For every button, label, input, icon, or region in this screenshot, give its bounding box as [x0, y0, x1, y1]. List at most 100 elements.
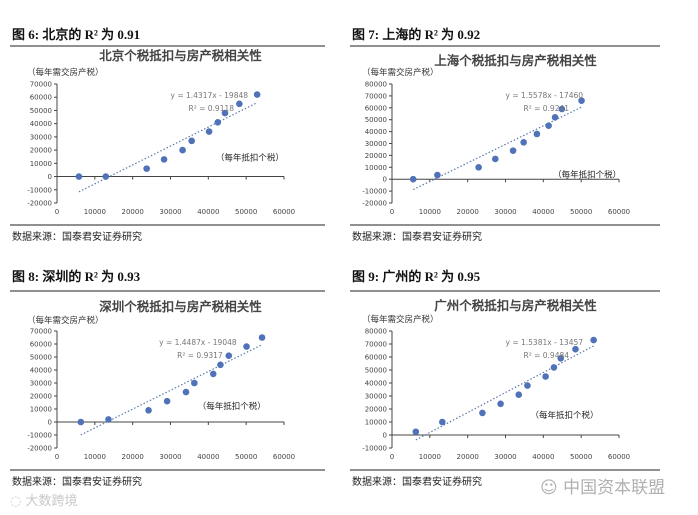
x-tick-label: 40000: [532, 208, 554, 216]
figure-6-panel: 图 6: 北京的 R² 为 0.91 北京个税抵扣与房产税相关性 （每年需交房产税）…: [0, 20, 345, 260]
data-point: [590, 336, 597, 344]
x-tick-label: 10000: [419, 208, 441, 216]
y-tick-label: 50000: [30, 107, 52, 115]
x-tick-label: 20000: [122, 453, 144, 461]
x-tick-label: 30000: [159, 208, 181, 216]
trendline-equation: y = 1.4487x - 19048: [159, 338, 237, 347]
data-point: [217, 361, 224, 369]
x-tick-label: 20000: [457, 208, 479, 216]
y-tick-label: 50000: [365, 367, 387, 375]
r-squared-label: R² = 0.9317: [177, 351, 223, 360]
y-tick-label: 0: [383, 176, 387, 184]
data-point: [143, 165, 150, 172]
x-axis-label: （每年抵扣个税）: [216, 153, 284, 164]
data-point: [439, 418, 446, 426]
data-point: [572, 345, 579, 353]
y-tick-label: -10000: [362, 445, 387, 453]
y-tick-label: 10000: [365, 419, 387, 427]
x-tick-label: 50000: [235, 453, 257, 461]
x-tick-label: 60000: [608, 208, 630, 216]
y-tick-label: 60000: [365, 104, 387, 112]
data-point: [551, 114, 559, 121]
x-tick-label: 30000: [494, 208, 516, 216]
data-point: [191, 379, 198, 387]
y-tick-label: 50000: [365, 116, 387, 124]
y-tick-label: -20000: [362, 200, 387, 208]
data-point: [182, 388, 190, 396]
y-axis-label: （每年需交房产税）: [27, 67, 104, 78]
source-note: 数据来源：国泰君安证券研究: [12, 475, 142, 488]
data-point: [225, 352, 233, 359]
data-point: [524, 382, 531, 389]
x-tick-label: 60000: [608, 453, 630, 461]
data-point: [163, 397, 171, 405]
y-axis-label: （每年需交房产税）: [27, 315, 104, 326]
y-tick-label: 20000: [365, 406, 387, 414]
trendline-equation: y = 1.5381x - 13457: [506, 338, 584, 347]
y-tick-label: 0: [383, 432, 387, 440]
data-point: [409, 175, 417, 183]
y-tick-label: 40000: [365, 128, 387, 136]
data-point: [188, 137, 195, 145]
data-point: [221, 109, 229, 117]
data-point: [179, 146, 186, 154]
data-point: [145, 407, 152, 414]
watermark-left: ◌ 大数跨境: [10, 494, 78, 509]
x-tick-label: 50000: [570, 208, 592, 216]
data-point: [475, 164, 482, 171]
data-point: [545, 122, 552, 129]
x-tick-label: 20000: [457, 453, 479, 461]
watermark-right: ☺ 中国资本联盟: [540, 478, 666, 498]
data-point: [578, 97, 585, 104]
y-tick-label: 40000: [30, 367, 52, 375]
data-point: [236, 100, 243, 108]
y-tick-label: 30000: [30, 380, 52, 388]
y-tick-label: 80000: [365, 328, 387, 336]
y-tick-label: 0: [48, 419, 52, 427]
x-axis-label: （每年抵扣个税）: [198, 401, 266, 412]
data-point: [160, 156, 168, 163]
r-squared-label: R² = 0.9241: [524, 104, 570, 113]
chart-beijing: 图 6: 北京的 R² 为 0.91 北京个税抵扣与房产税相关性 （每年需交房产税）…: [10, 27, 325, 243]
x-tick-label: 40000: [532, 453, 554, 461]
data-point: [77, 418, 85, 426]
data-point: [209, 370, 217, 378]
x-tick-label: 60000: [273, 453, 295, 461]
data-point: [533, 130, 541, 138]
y-tick-label: -10000: [362, 188, 387, 196]
x-tick-label: 60000: [273, 208, 295, 216]
y-tick-label: 80000: [365, 81, 387, 89]
y-tick-label: 30000: [365, 140, 387, 148]
data-point: [258, 334, 266, 341]
y-tick-label: 40000: [365, 380, 387, 388]
source-note: 数据来源：国泰君安证券研究: [12, 230, 142, 243]
x-tick-label: 40000: [197, 208, 219, 216]
data-point: [434, 171, 441, 179]
chart-guangzhou: 图 9: 广州的 R² 为 0.95 广州个税抵扣与房产税相关性（每年需交房产税）…: [350, 269, 660, 488]
data-point: [479, 409, 486, 417]
x-tick-label: 30000: [159, 453, 181, 461]
x-tick-label: 0: [390, 208, 394, 216]
x-tick-label: 0: [55, 453, 59, 461]
data-point: [497, 400, 504, 408]
figure-title: 图 9: 广州的 R² 为 0.95: [352, 269, 481, 284]
y-tick-label: -20000: [27, 445, 52, 453]
data-point: [205, 128, 213, 135]
x-tick-label: 10000: [84, 208, 106, 216]
trendline: [80, 344, 263, 436]
y-tick-label: 60000: [365, 354, 387, 362]
r-squared-label: R² = 0.9118: [189, 104, 235, 113]
y-tick-label: 30000: [30, 133, 52, 141]
data-point: [558, 105, 566, 113]
data-point: [75, 173, 83, 180]
figure-title: 图 7: 上海的 R² 为 0.92: [352, 27, 480, 42]
x-axis-label: （每年抵扣个税）: [530, 410, 598, 421]
data-point: [102, 173, 110, 180]
x-tick-label: 30000: [494, 453, 516, 461]
figure-title: 图 6: 北京的 R² 为 0.91: [12, 27, 140, 42]
y-tick-label: 10000: [365, 164, 387, 172]
y-tick-label: 10000: [30, 160, 52, 168]
y-tick-label: 30000: [365, 393, 387, 401]
y-tick-label: 70000: [365, 341, 387, 349]
y-tick-label: 70000: [30, 328, 52, 336]
